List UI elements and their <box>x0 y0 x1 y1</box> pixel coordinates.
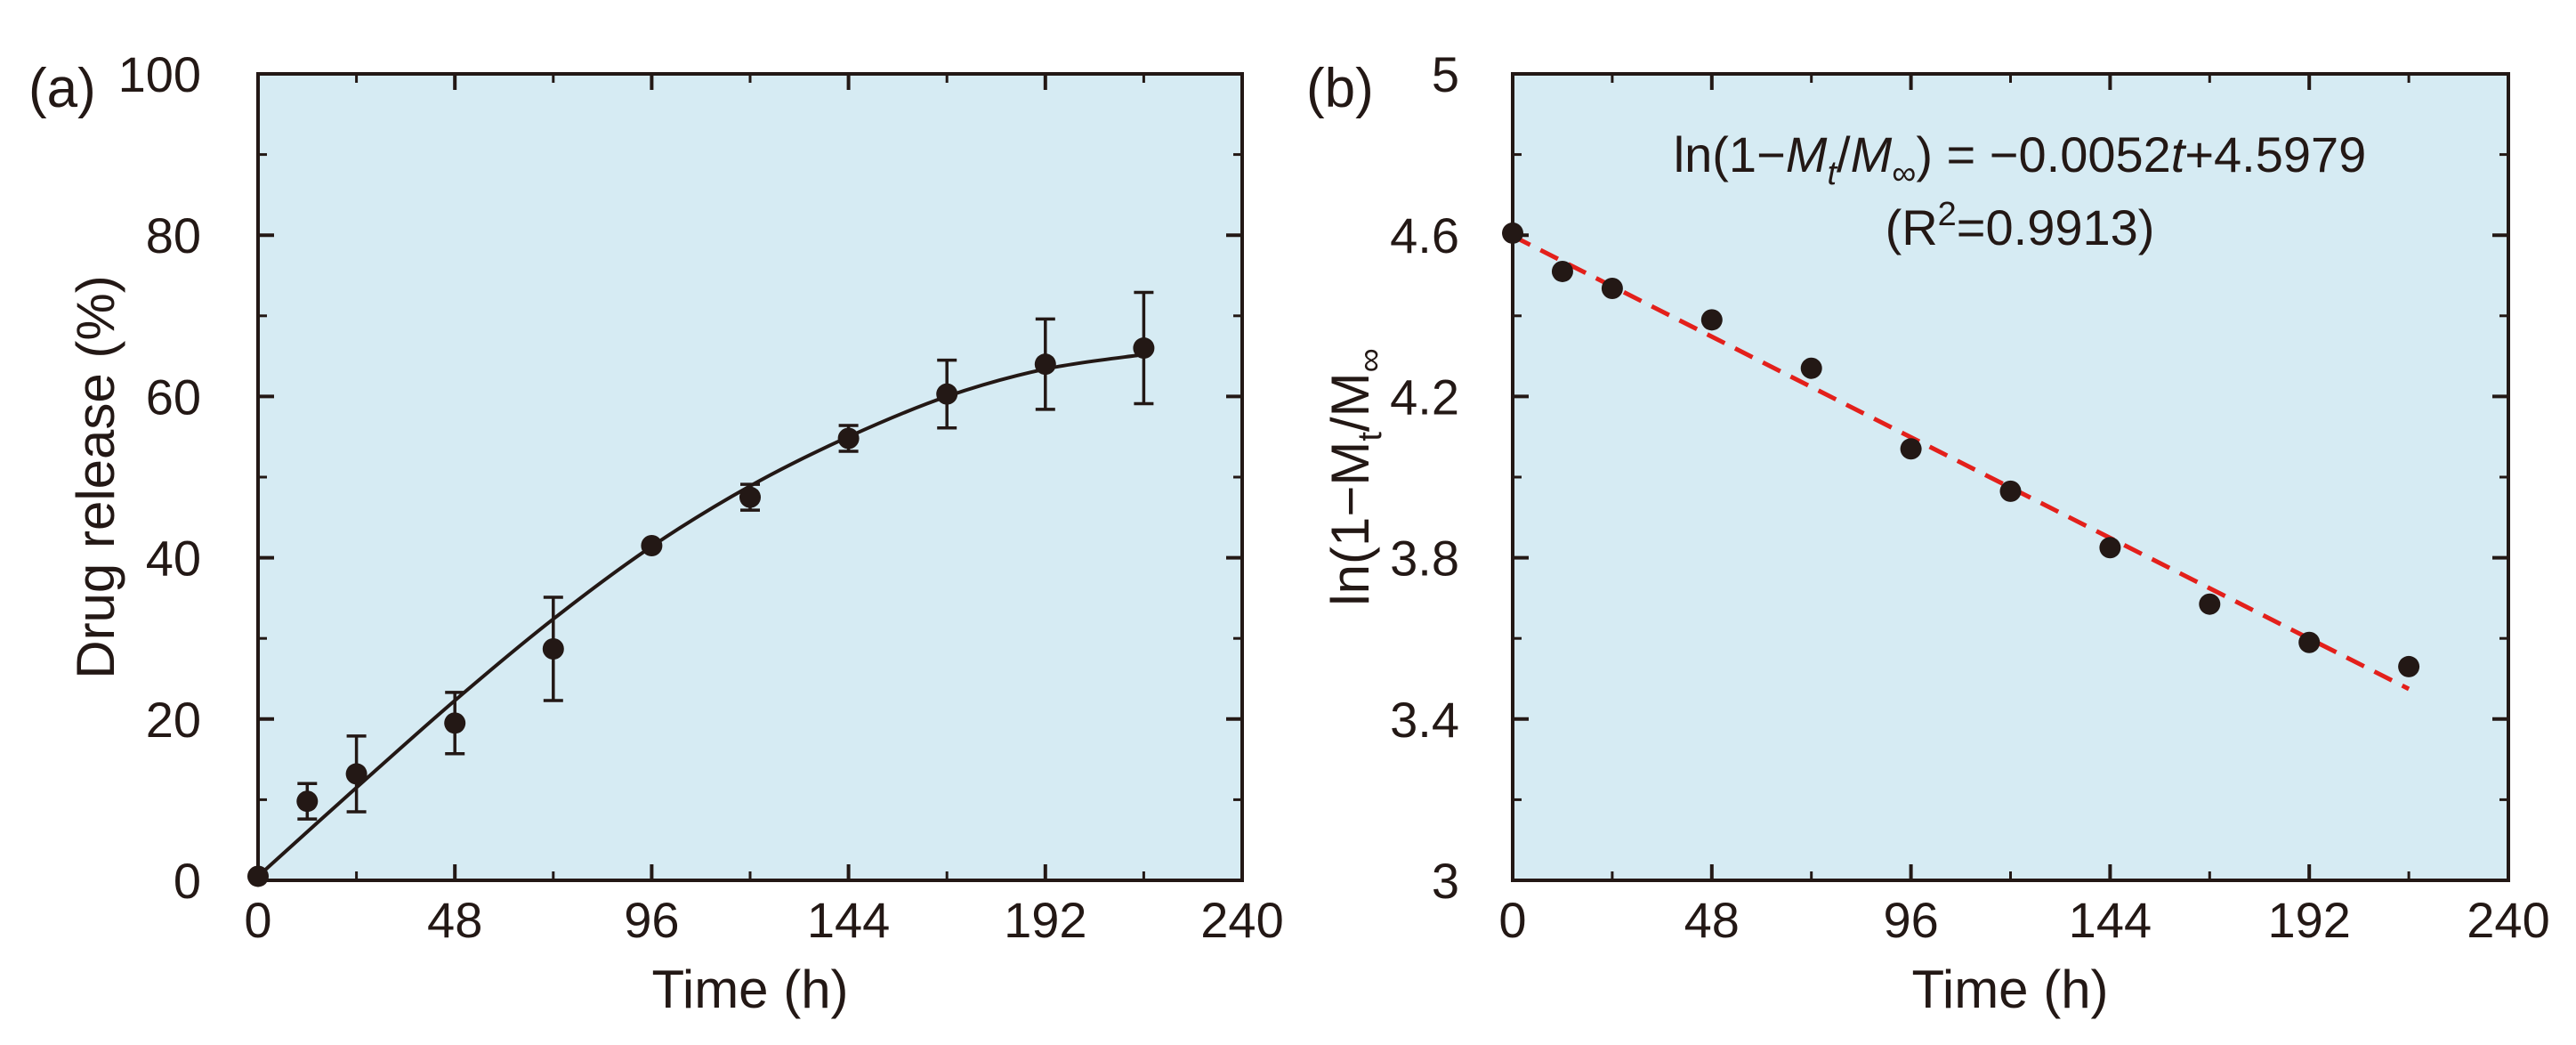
x-tick-label: 240 <box>2467 892 2549 948</box>
data-point <box>1502 222 1523 244</box>
y-ticks-a: 0 20 40 60 80 100 <box>118 46 1242 909</box>
y-tick-label: 4.2 <box>1390 369 1459 425</box>
y-tick-label: 5 <box>1432 46 1459 102</box>
y-axis-title-b-sub-inf: ∞ <box>1352 348 1389 372</box>
data-point <box>1700 309 1723 331</box>
data-point <box>542 637 564 660</box>
x-ticks-a: 0 48 96 144 192 240 <box>244 74 1284 948</box>
r2-value: =0.9913) <box>1957 199 2155 255</box>
plot-area-a <box>256 72 1244 882</box>
data-point <box>2199 593 2221 615</box>
y-ticks-b: 3 3.4 3.8 4.2 4.6 5 <box>1390 46 2508 909</box>
y-axis-title-b-part2: /M <box>1320 372 1380 432</box>
y-tick-label: 60 <box>146 369 201 425</box>
data-point <box>641 535 663 557</box>
y-tick-label: 100 <box>118 46 201 102</box>
data-point <box>444 712 466 734</box>
y-tick-label: 0 <box>174 853 201 909</box>
eq-m: M <box>1786 126 1828 182</box>
eq-mid: ) = −0.0052 <box>1916 126 2170 182</box>
x-tick-label: 240 <box>1200 892 1283 948</box>
data-point <box>1133 337 1155 360</box>
plot-area-b <box>1511 72 2510 882</box>
fit-curve-a <box>256 352 1144 878</box>
data-point <box>1800 357 1822 379</box>
x-tick-label: 96 <box>1883 892 1938 948</box>
y-tick-label: 40 <box>146 531 201 587</box>
x-axis-title-a: Time (h) <box>651 960 848 1019</box>
y-tick-label: 20 <box>146 692 201 748</box>
x-tick-label: 144 <box>807 892 890 948</box>
y-tick-label: 80 <box>146 207 201 263</box>
y-tick-label: 4.6 <box>1390 207 1459 263</box>
data-points-a <box>247 290 1155 887</box>
x-tick-label: 0 <box>1498 892 1526 948</box>
data-point <box>2398 655 2420 677</box>
y-axis-title-a: Drug release (%) <box>66 275 125 679</box>
r2-sup: 2 <box>1938 196 1957 233</box>
data-point <box>247 865 269 887</box>
panel-b: 3 3.4 3.8 4.2 4.6 5 0 48 96 144 192 240 (b) Time (… <box>1306 46 2550 1019</box>
eq-slash: / <box>1837 126 1851 182</box>
data-point <box>2099 537 2121 559</box>
data-point <box>837 427 860 450</box>
x-axis-title-b: Time (h) <box>1911 960 2108 1019</box>
data-point <box>345 763 367 785</box>
x-tick-label: 0 <box>244 892 271 948</box>
r2-prefix: (R <box>1886 199 1938 255</box>
panel-label-a: (a) <box>28 58 96 119</box>
x-ticks-b: 0 48 96 144 192 240 <box>1498 74 2550 948</box>
eq-end: +4.5979 <box>2184 126 2366 182</box>
data-point <box>2298 631 2321 653</box>
data-points-b <box>1502 222 2420 677</box>
data-point <box>1601 277 1623 299</box>
fit-line-b <box>1511 233 2410 692</box>
data-point <box>296 790 319 813</box>
x-tick-label: 144 <box>2069 892 2152 948</box>
y-tick-label: 3.8 <box>1390 531 1459 587</box>
y-axis-title-b-sub-t: t <box>1352 432 1389 441</box>
panel-a: 0 20 40 60 80 100 0 48 96 144 192 240 (a) Time (h)… <box>28 46 1284 1019</box>
x-tick-label: 96 <box>624 892 679 948</box>
y-tick-label: 3.4 <box>1390 692 1459 748</box>
y-axis-title-b-part1: ln(1−M <box>1320 441 1380 606</box>
x-tick-label: 192 <box>1004 892 1086 948</box>
y-tick-label: 3 <box>1432 853 1459 909</box>
eq-prefix: ln(1− <box>1674 126 1786 182</box>
data-point <box>739 486 761 508</box>
eq-minf: M <box>1851 126 1893 182</box>
data-point <box>1900 438 1922 460</box>
x-tick-label: 48 <box>1684 892 1740 948</box>
eq-sub-t: t <box>1827 155 1837 192</box>
data-point <box>1034 353 1056 376</box>
x-tick-label: 192 <box>2267 892 2350 948</box>
data-point <box>936 383 958 405</box>
data-point <box>1999 480 2022 502</box>
x-tick-label: 48 <box>427 892 482 948</box>
eq-sub-inf: ∞ <box>1892 155 1916 192</box>
r-squared: (R2=0.9913) <box>1886 196 2155 255</box>
panel-label-b: (b) <box>1306 58 1374 119</box>
fit-equation: ln(1−Mt/M∞) = −0.0052t+4.5979 <box>1674 126 2367 192</box>
eq-t: t <box>2171 126 2187 182</box>
data-point <box>1551 260 1573 282</box>
y-axis-title-b: ln(1−Mt/M∞ <box>1320 348 1389 605</box>
